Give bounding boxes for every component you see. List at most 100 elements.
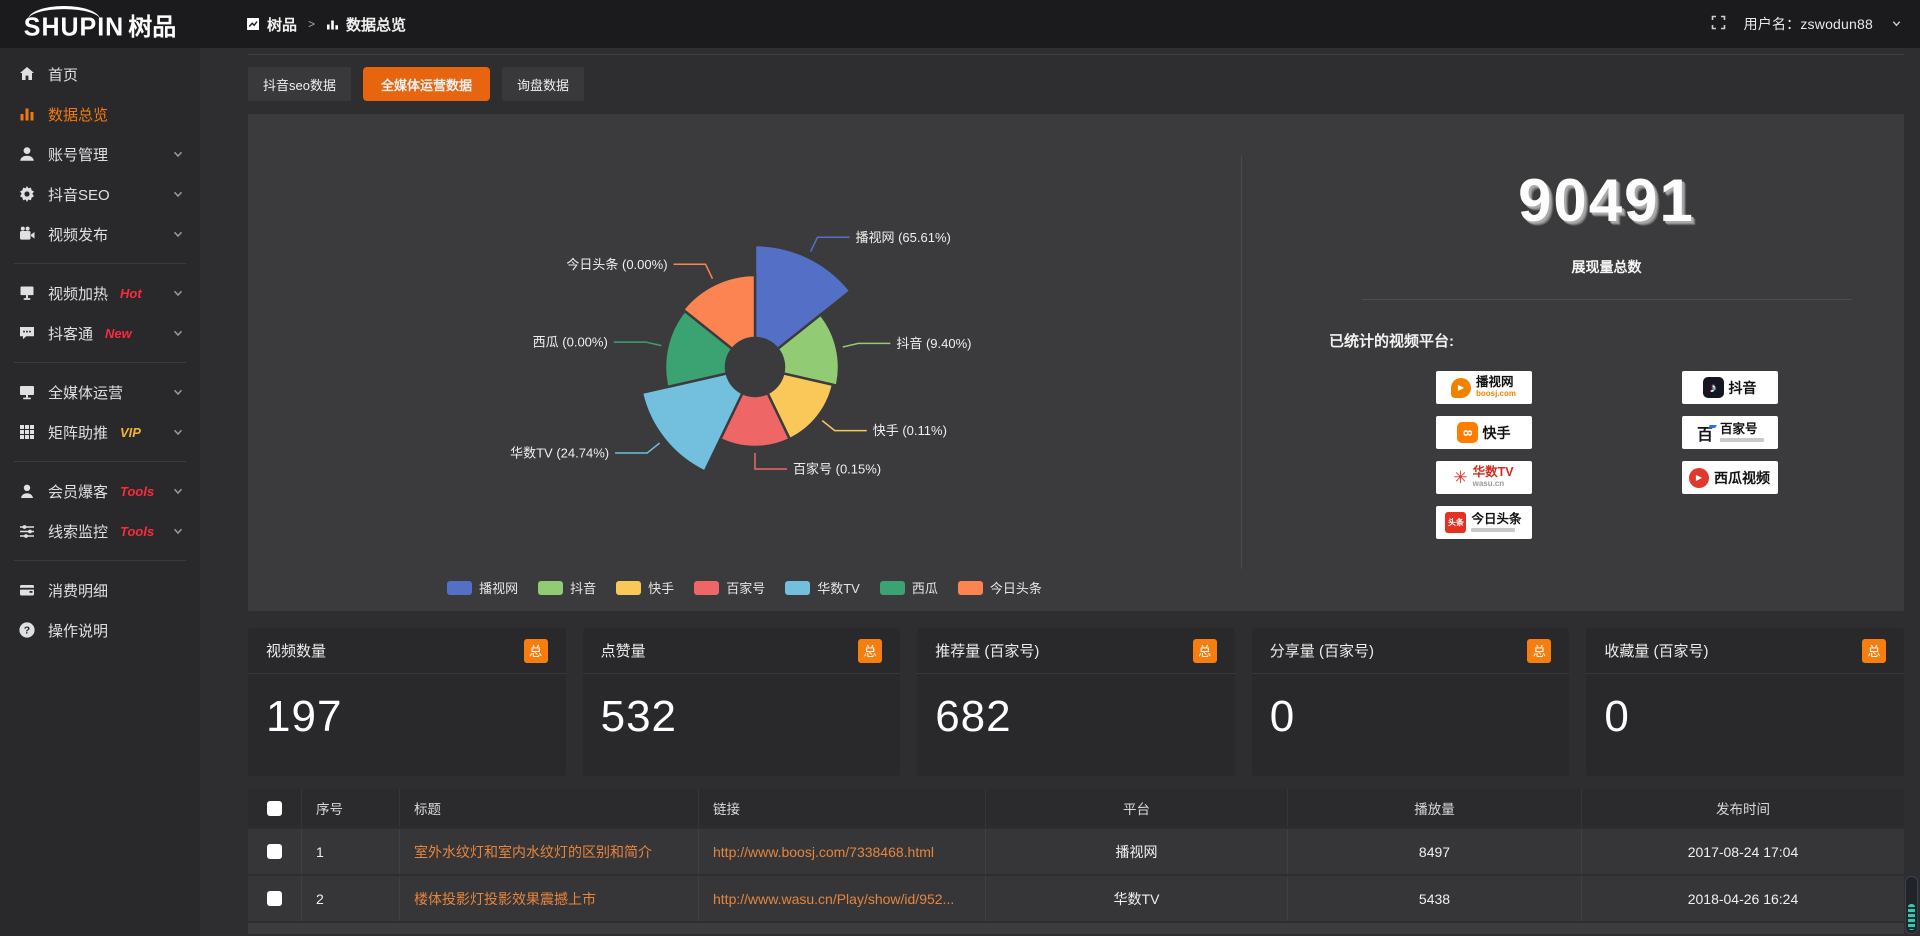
main-content: 抖音seo数据 全媒体运营数据 询盘数据 播视网 (65.61%) 抖音 (9.40%…	[200, 48, 1920, 936]
sidebar-item-label: 消费明细	[48, 582, 109, 600]
sidebar-item-badge: Hot	[120, 285, 142, 301]
sidebar-item-matrix-boost[interactable]: 矩阵助推 VIP	[0, 412, 200, 452]
sidebar-item-label: 视频发布	[48, 226, 109, 244]
header-right: 用户名：zswodun88	[1711, 14, 1920, 34]
sidebar-item-media-ops[interactable]: 全媒体运营	[0, 372, 200, 412]
table-row-1: 1 室外水纹灯和室内水纹灯的区别和简介 http://www.boosj.com/7…	[248, 829, 1904, 874]
legend-item-今日头条[interactable]: 今日头条	[957, 578, 1042, 597]
sidebar-item-label: 视频加热	[48, 285, 109, 303]
pie-slice-3[interactable]	[718, 391, 792, 449]
sidebar-item-douyin-seo[interactable]: 抖音SEO	[0, 174, 200, 214]
stat-card-label: 收藏量 (百家号)	[1604, 643, 1709, 660]
chevron-down-icon	[172, 485, 184, 497]
sidebar-item-label: 操作说明	[48, 622, 109, 640]
sidebar-item-home[interactable]: 首页	[0, 54, 200, 94]
stat-card-value: 532	[600, 692, 678, 741]
row-checkbox[interactable]	[267, 844, 282, 859]
user-chevron-down-icon[interactable]	[1891, 16, 1902, 32]
platforms-title: 已统计的视频平台:	[1329, 333, 1454, 350]
legend-label: 百家号	[726, 581, 766, 596]
chevron-down-icon	[172, 426, 184, 438]
platform-badge-kuaishou[interactable]: 8 快手	[1435, 416, 1532, 449]
stat-card-4: 收藏量 (百家号) 总 0	[1586, 628, 1904, 776]
video-title-link[interactable]: 楼体投影灯投影效果震撼上市	[414, 890, 596, 907]
stat-card-value: 0	[1604, 692, 1630, 741]
user-icon	[18, 145, 36, 163]
sidebar-item-clue-monitor[interactable]: 线索监控 Tools	[0, 511, 200, 551]
pie-slice-1[interactable]	[775, 312, 841, 388]
breadcrumb: 树品 > 数据总览	[246, 14, 406, 35]
video-url-link[interactable]: http://www.wasu.cn/Play/show/id/952...	[713, 890, 955, 907]
video-title-link[interactable]: 室外水纹灯和室内水纹灯的区别和简介	[414, 843, 652, 860]
sidebar-item-data-overview[interactable]: 数据总览	[0, 94, 200, 134]
row-platform: 华数TV	[986, 876, 1288, 921]
impressions-summary: 90491 展现量总数 已统计的视频平台: ▶ 播视网 boosj.com 8 快手 ✳ 华…	[1241, 114, 1904, 611]
platform-badge-boosj[interactable]: ▶ 播视网 boosj.com	[1435, 371, 1532, 404]
platform-badge-baijiahao[interactable]: 百百家号	[1681, 416, 1778, 449]
platform-badge-douyin[interactable]: ♪ 抖音	[1681, 371, 1778, 404]
pie-slice-2[interactable]	[765, 371, 835, 441]
row-checkbox[interactable]	[267, 891, 282, 906]
legend-swatch	[957, 580, 983, 595]
row-platform: 播视网	[986, 829, 1288, 874]
pie-slice-6[interactable]	[681, 273, 757, 351]
total-badge[interactable]: 总	[1192, 638, 1217, 663]
total-badge[interactable]: 总	[1527, 638, 1552, 663]
legend-item-抖音[interactable]: 抖音	[538, 578, 596, 597]
total-badge[interactable]: 总	[523, 638, 548, 663]
stat-card-label: 分享量 (百家号)	[1269, 643, 1374, 660]
sidebar: 首页 数据总览 账号管理 抖音SEO 视频发布视频加热 Hot 抖客通 New 全媒体运营 矩阵助…	[0, 48, 200, 936]
fullscreen-icon[interactable]	[1711, 15, 1726, 33]
sidebar-item-video-heat[interactable]: 视频加热 Hot	[0, 273, 200, 313]
chevron-down-icon	[172, 386, 184, 398]
legend-item-西瓜[interactable]: 西瓜	[879, 578, 938, 597]
table-header-row: 序号 标题 链接 平台 播放量 发布时间	[248, 789, 1904, 827]
platform-badge-toutiao[interactable]: 头条 今日头条	[1435, 506, 1532, 539]
stat-card-value: 0	[1269, 692, 1296, 741]
app-logo[interactable]: SHUPIN 树品	[0, 5, 200, 42]
column-header: 标题	[400, 789, 699, 827]
wallet-icon	[18, 581, 36, 599]
breadcrumb-root[interactable]: 树品	[267, 16, 298, 34]
sidebar-item-douketong[interactable]: 抖客通 New	[0, 313, 200, 353]
tab-inquiry-data[interactable]: 询盘数据	[501, 67, 584, 101]
sidebar-item-help[interactable]: ? 操作说明	[0, 610, 200, 650]
tagline-placeholder	[1720, 438, 1764, 443]
overview-panel: 播视网 (65.61%) 抖音 (9.40%) 快手 (0.11%) 百家号 (0.1…	[248, 114, 1904, 611]
row-time: 2017-08-24 17:04	[1687, 843, 1799, 860]
legend-label: 西瓜	[911, 581, 938, 596]
total-badge[interactable]: 总	[1861, 638, 1886, 663]
grid-icon	[18, 423, 36, 441]
sidebar-item-label: 会员爆客	[48, 483, 109, 501]
pie-slice-label: 抖音 (9.40%)	[896, 336, 971, 351]
legend-item-播视网[interactable]: 播视网	[447, 578, 518, 597]
pie-slice-5[interactable]	[663, 309, 735, 389]
video-url-link[interactable]: http://www.boosj.com/7338468.html	[713, 843, 935, 860]
legend-item-快手[interactable]: 快手	[616, 578, 674, 597]
column-header: 平台	[986, 789, 1288, 827]
username-label[interactable]: 用户名：zswodun88	[1743, 16, 1873, 32]
breadcrumb-current[interactable]: 数据总览	[346, 16, 407, 34]
sidebar-item-member-baoke[interactable]: 会员爆客 Tools	[0, 471, 200, 511]
sidebar-item-account-manage[interactable]: 账号管理	[0, 134, 200, 174]
tab-douyin-seo-data[interactable]: 抖音seo数据	[248, 67, 351, 101]
legend-item-百家号[interactable]: 百家号	[694, 578, 765, 597]
sidebar-item-consume-detail[interactable]: 消费明细	[0, 570, 200, 610]
tab-media-ops-data[interactable]: 全媒体运营数据	[362, 67, 490, 101]
sidebar-item-label: 抖客通	[48, 325, 94, 343]
stat-card-header: 收藏量 (百家号) 总	[1586, 628, 1904, 674]
content-top-divider	[248, 54, 1904, 55]
pie-slice-4[interactable]	[640, 371, 745, 474]
select-all-checkbox[interactable]	[267, 800, 282, 816]
platform-badge-wasu[interactable]: ✳ 华数TV wasu.cn	[1435, 461, 1532, 494]
baijiahao-icon: 百	[1695, 423, 1717, 444]
stat-card-label: 推荐量 (百家号)	[935, 643, 1040, 660]
total-badge[interactable]: 总	[858, 638, 883, 663]
scroll-indicator[interactable]	[1905, 876, 1918, 934]
platform-badge-xigua[interactable]: ▶ 西瓜视频	[1681, 461, 1778, 494]
legend-item-华数TV[interactable]: 华数TV	[785, 578, 860, 597]
sidebar-item-video-publish[interactable]: 视频发布	[0, 214, 200, 254]
legend-swatch	[616, 580, 642, 595]
row-num: 1	[302, 829, 400, 874]
pie-slice-0[interactable]	[753, 243, 853, 351]
